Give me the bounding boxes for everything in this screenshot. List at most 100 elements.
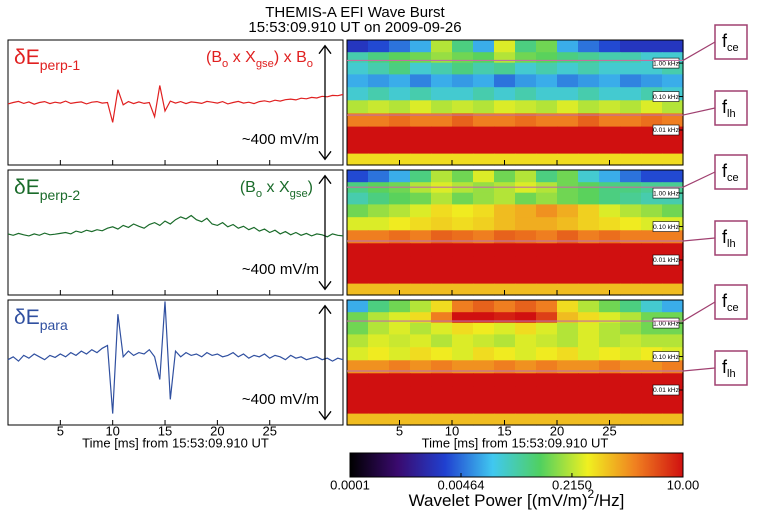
panel-frame xyxy=(7,39,344,166)
cell xyxy=(599,243,621,258)
cell xyxy=(599,153,621,166)
cell xyxy=(389,334,411,348)
cell xyxy=(347,386,369,401)
cell xyxy=(410,192,432,205)
y-tick-box xyxy=(652,124,680,136)
cell xyxy=(368,270,390,285)
cell xyxy=(578,322,600,335)
cell xyxy=(536,126,558,141)
cell xyxy=(473,243,495,258)
cell xyxy=(557,386,579,401)
scale-bar-head xyxy=(318,174,332,291)
cell xyxy=(578,386,600,401)
cell xyxy=(368,40,390,53)
cell xyxy=(431,400,453,415)
cell xyxy=(368,334,390,348)
cell xyxy=(620,52,642,64)
cell xyxy=(662,100,684,114)
colorbar-label: Wavelet Power [(mV/m)2/Hz] xyxy=(409,487,625,510)
panel-label-text: δE xyxy=(14,176,40,199)
cell xyxy=(599,204,621,218)
annotation-part: o xyxy=(256,188,262,200)
marker-label-text: f xyxy=(722,291,728,311)
cell xyxy=(452,386,474,401)
cell xyxy=(515,62,537,75)
cell xyxy=(599,347,621,361)
cell xyxy=(536,230,558,244)
cell xyxy=(473,283,495,296)
marker-label: flh xyxy=(722,357,736,380)
x-axis-label: Time [ms] from 15:53:09.910 UT xyxy=(422,435,609,450)
cell xyxy=(389,62,411,75)
marker-box xyxy=(714,220,748,256)
marker-box xyxy=(714,154,748,190)
cell xyxy=(473,400,495,415)
cell xyxy=(473,153,495,166)
cell xyxy=(662,74,684,88)
cell xyxy=(557,153,579,166)
x-tick-label: 10 xyxy=(445,423,459,438)
cell xyxy=(389,52,411,64)
cell xyxy=(662,283,684,296)
cell xyxy=(557,312,579,324)
cell xyxy=(389,40,411,53)
cell xyxy=(410,243,432,258)
cell xyxy=(620,113,642,128)
y-tick-label: 0.01 kHz xyxy=(653,127,679,134)
cell xyxy=(389,413,411,426)
cell xyxy=(452,270,474,285)
cell xyxy=(620,230,642,244)
cell xyxy=(494,413,516,426)
cell xyxy=(452,373,474,388)
cell xyxy=(620,62,642,75)
cell xyxy=(578,62,600,75)
cell xyxy=(515,217,537,231)
cell xyxy=(557,170,579,183)
x-axis-label: Time [ms] from 15:53:09.910 UT xyxy=(82,435,269,450)
cell xyxy=(347,52,369,64)
cell xyxy=(410,126,432,141)
subtitle: 15:53:09.910 UT on 2009-09-26 xyxy=(248,19,461,36)
cell xyxy=(473,52,495,64)
cell xyxy=(410,74,432,88)
y-tick-box xyxy=(652,254,680,266)
cell xyxy=(536,256,558,271)
cell xyxy=(515,153,537,166)
cell xyxy=(599,126,621,141)
cell xyxy=(347,373,369,388)
cell xyxy=(494,386,516,401)
cell xyxy=(410,204,432,218)
cell xyxy=(620,400,642,415)
cell xyxy=(578,334,600,348)
cell xyxy=(599,113,621,128)
spectrogram xyxy=(347,300,684,426)
cell xyxy=(389,204,411,218)
marker-label-sub: ce xyxy=(727,302,739,314)
cell xyxy=(410,140,432,155)
cell xyxy=(536,270,558,285)
cell xyxy=(620,270,642,285)
cell xyxy=(389,270,411,285)
cell xyxy=(452,256,474,271)
cell xyxy=(599,373,621,388)
cell xyxy=(557,413,579,426)
marker-label: flh xyxy=(722,97,736,120)
x-tick-label: 20 xyxy=(210,423,224,438)
cell xyxy=(536,217,558,231)
annotation-part: ) xyxy=(308,179,313,196)
x-tick-label: 25 xyxy=(262,423,276,438)
cell xyxy=(662,140,684,155)
cell xyxy=(347,140,369,155)
panel-frame xyxy=(7,299,344,426)
cell xyxy=(494,283,516,296)
panel-label-text: δE xyxy=(14,306,40,329)
cell xyxy=(620,204,642,218)
scale-bar-head xyxy=(318,304,332,421)
cell xyxy=(452,140,474,155)
cell xyxy=(368,256,390,271)
marker-label-text: f xyxy=(722,357,728,377)
cell xyxy=(620,153,642,166)
cell xyxy=(599,140,621,155)
cell xyxy=(452,204,474,218)
spectrogram xyxy=(347,40,684,166)
